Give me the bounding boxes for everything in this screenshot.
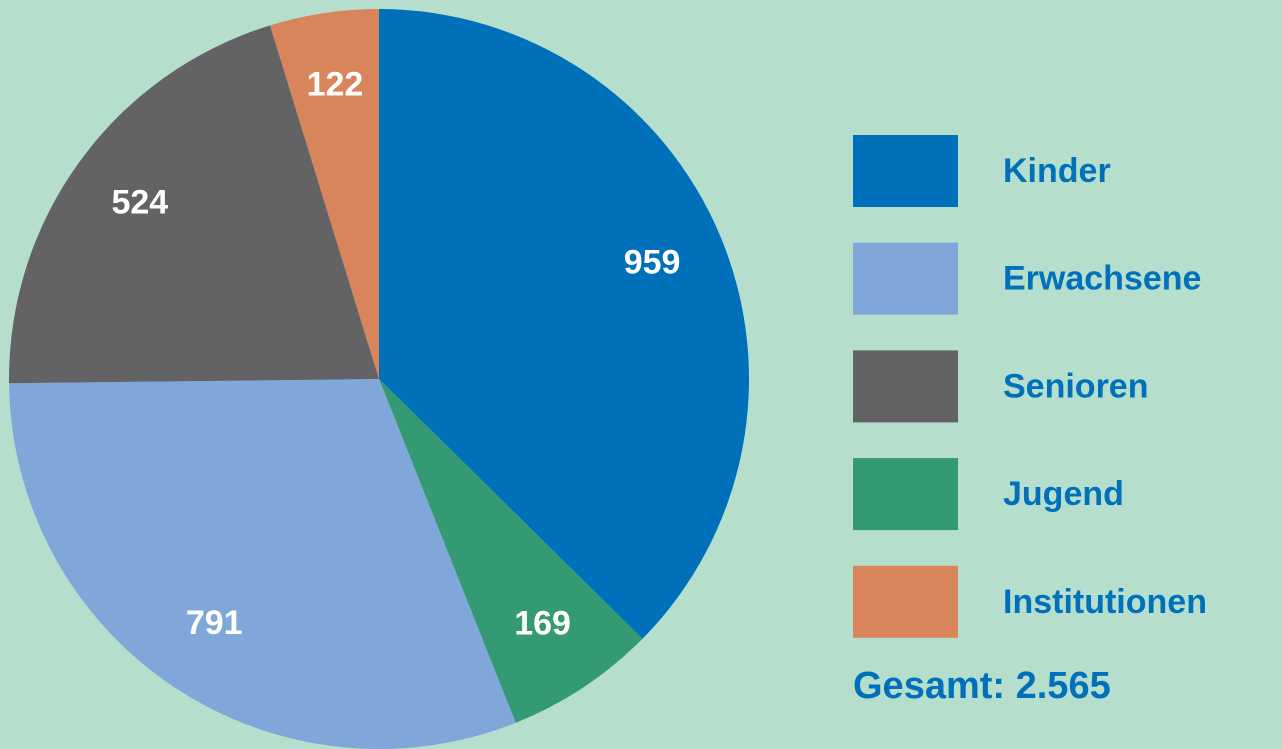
legend-swatch: [853, 565, 958, 638]
legend-swatch: [853, 135, 958, 207]
pie-slice: [379, 9, 750, 639]
pie-slice: [9, 379, 516, 749]
legend-label: Senioren: [1003, 367, 1148, 405]
legend-swatch: [853, 350, 958, 423]
legend-label: Erwachsene: [1003, 260, 1201, 298]
data-label: 122: [307, 65, 364, 103]
total-label: Gesamt: 2.565: [853, 665, 1111, 707]
pie-slice: [379, 379, 643, 723]
legend-label: Kinder: [1003, 152, 1111, 190]
legend-swatch: [853, 458, 958, 531]
data-label: 959: [624, 244, 681, 282]
data-label: 791: [186, 604, 243, 642]
pie-slice: [9, 25, 379, 384]
legend-label: Jugend: [1003, 475, 1124, 513]
legend-swatch: [853, 242, 958, 315]
data-label: 169: [514, 605, 571, 643]
pie-slice: [270, 9, 379, 379]
legend-label: Institutionen: [1003, 583, 1207, 621]
data-label: 524: [111, 184, 168, 222]
